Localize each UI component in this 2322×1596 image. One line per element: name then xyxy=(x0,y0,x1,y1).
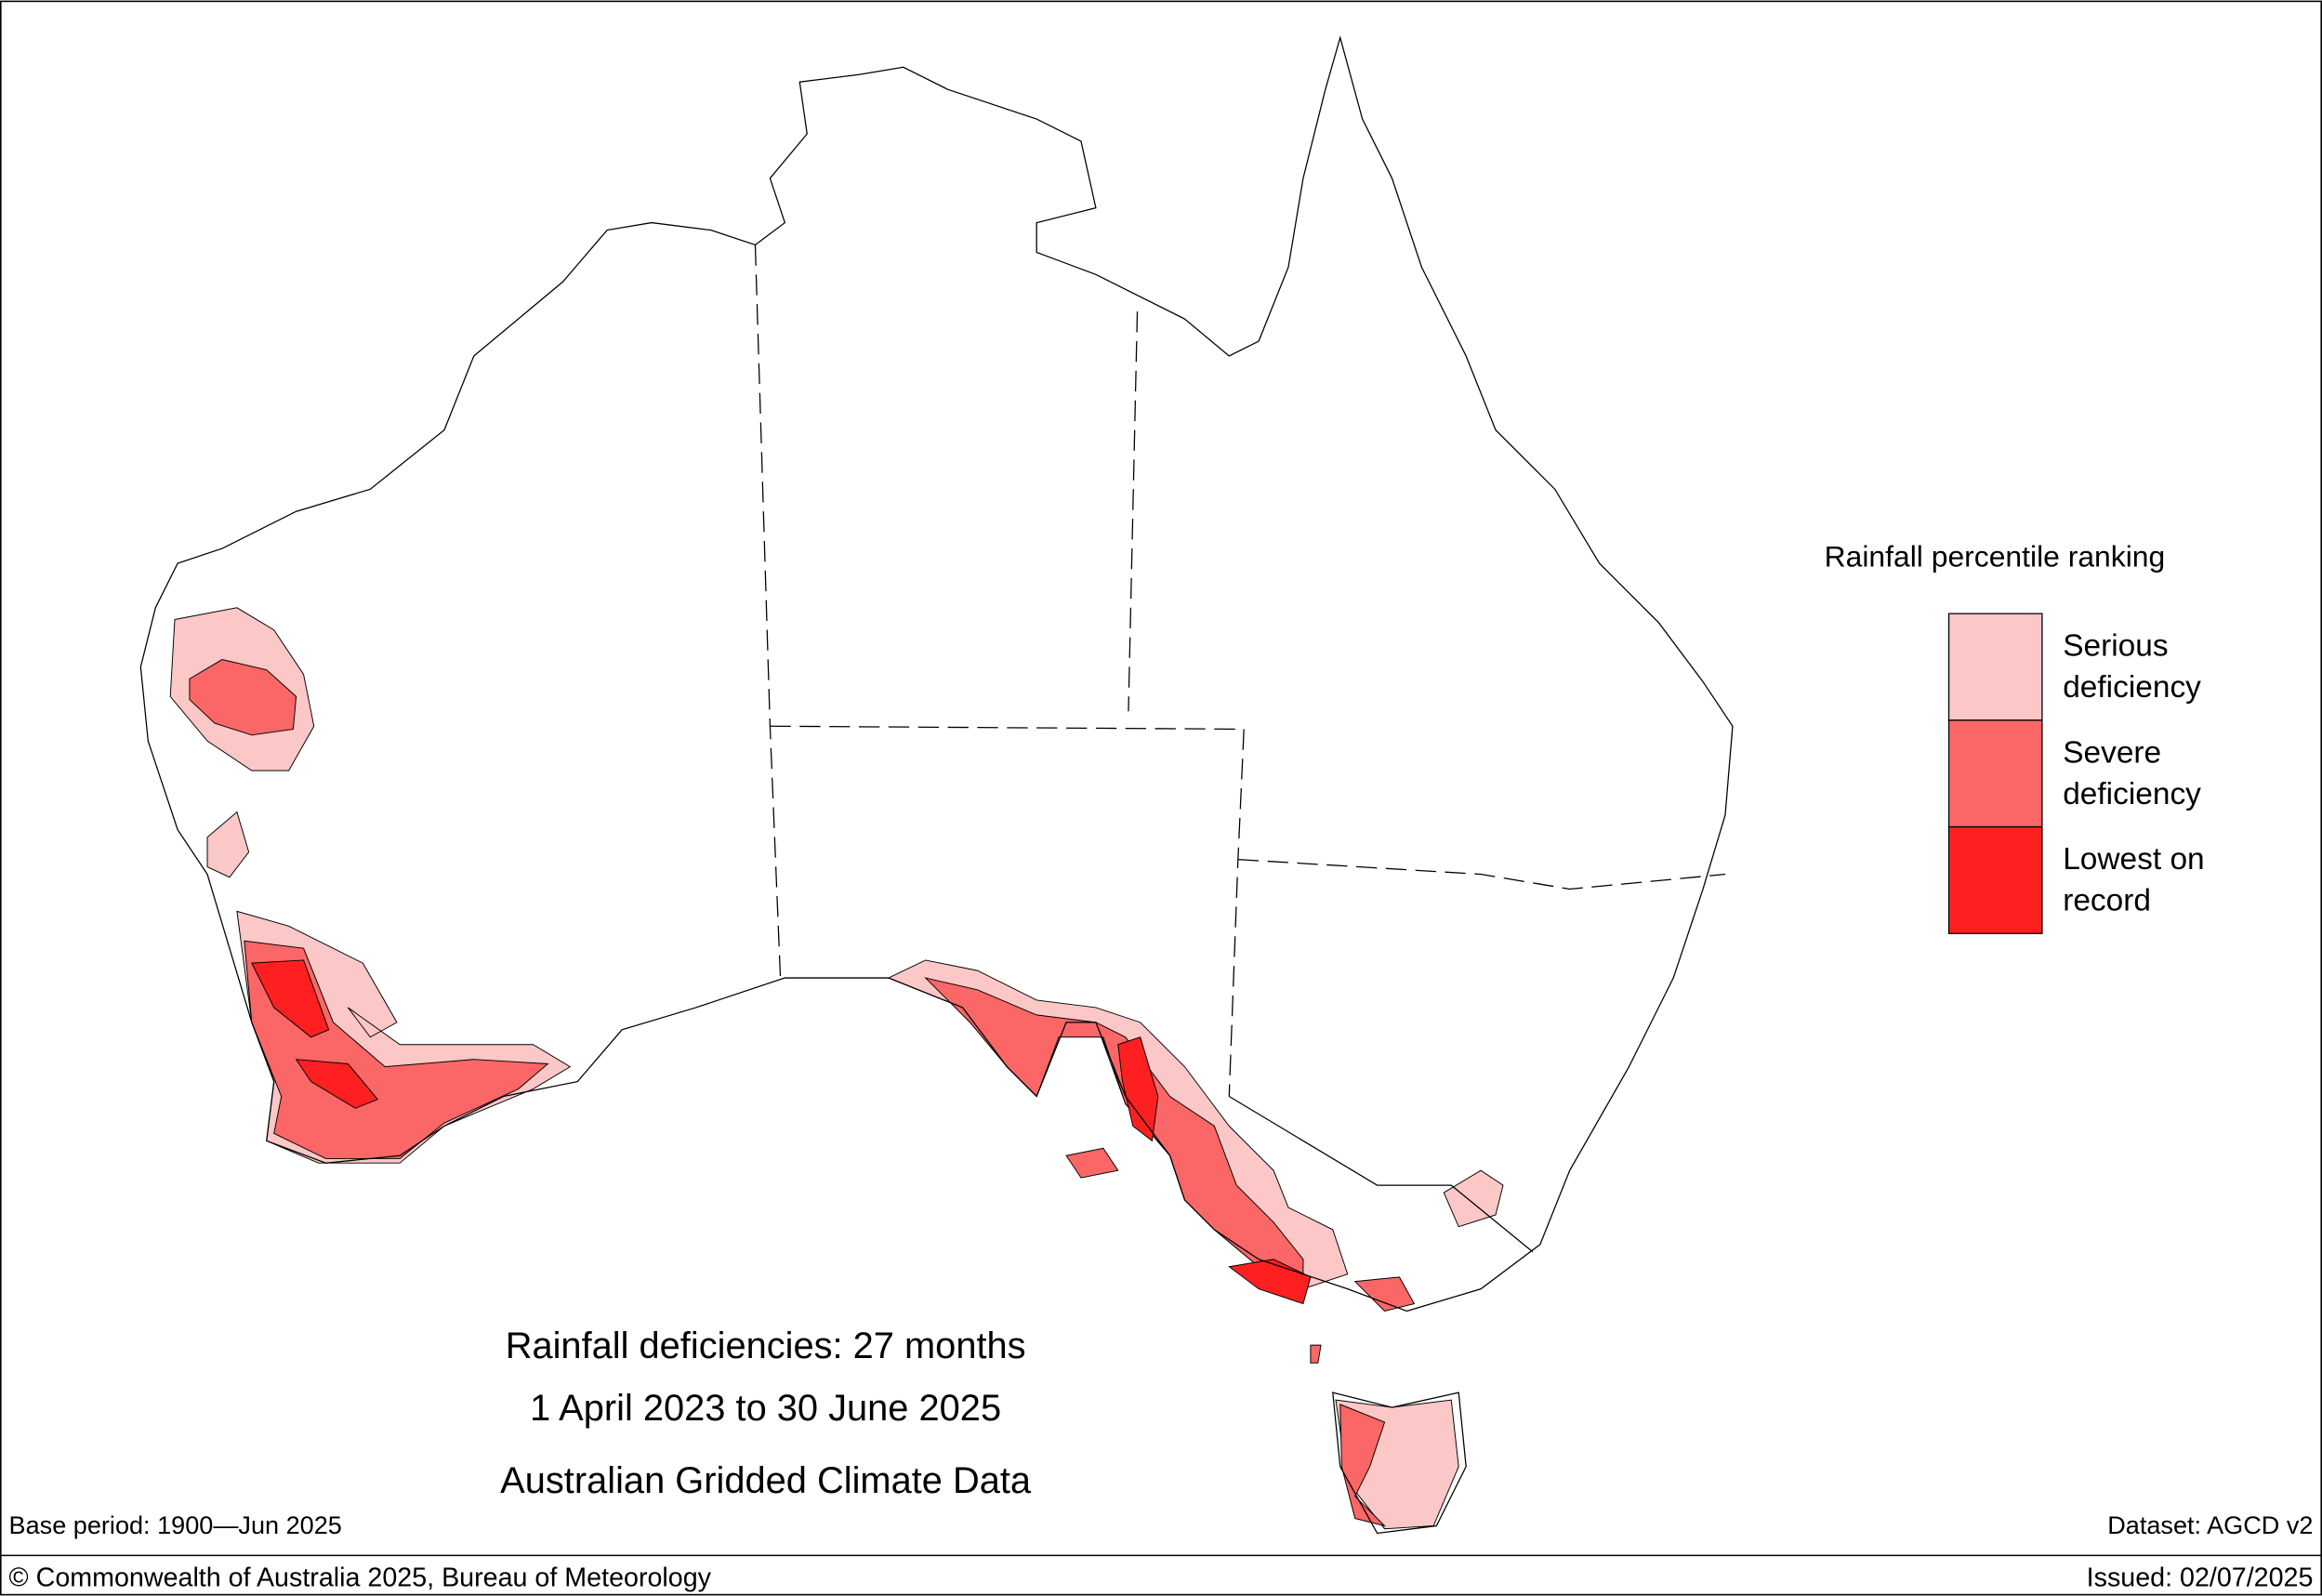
copyright: © Commonwealth of Australia 2025, Bureau… xyxy=(9,1563,712,1592)
zone xyxy=(1443,1169,1504,1228)
legend-title: Rainfall percentile ranking xyxy=(1825,540,2166,574)
base-period: Base period: 1900—Jun 2025 xyxy=(9,1510,342,1539)
texts: Rainfall deficiencies: 27 months 1 April… xyxy=(9,540,2314,1593)
legend-label: deficiency xyxy=(2063,777,2201,811)
border xyxy=(1228,1095,1534,1253)
legend-label: deficiency xyxy=(2063,670,2201,705)
zone xyxy=(1117,1036,1159,1142)
zone xyxy=(206,811,250,878)
zone xyxy=(1353,1276,1416,1312)
zone xyxy=(1065,1147,1119,1179)
deficiency-zones xyxy=(169,607,1504,1530)
coastline xyxy=(139,35,1734,1535)
zone xyxy=(189,659,297,736)
zone xyxy=(251,959,330,1038)
dataset: Dataset: AGCD v2 xyxy=(2107,1510,2313,1539)
legend-label: Severe xyxy=(2063,735,2161,770)
zone xyxy=(244,940,549,1159)
title-line: Rainfall deficiencies: 27 months xyxy=(506,1326,1026,1366)
state-borders xyxy=(754,244,1726,1253)
legend-swatch xyxy=(1947,825,2043,934)
legend-label: Lowest on xyxy=(2063,842,2204,877)
issued: Issued: 02/07/2025 xyxy=(2087,1563,2314,1592)
border xyxy=(770,725,1245,731)
zone xyxy=(1310,1344,1322,1364)
legend-label: record xyxy=(2063,884,2151,918)
legend-label: Serious xyxy=(2063,629,2168,664)
legend-swatch xyxy=(1947,719,2043,828)
tasmania xyxy=(1332,1392,1467,1535)
border xyxy=(1128,311,1139,712)
zone xyxy=(1339,1404,1387,1527)
title-line: 1 April 2023 to 30 June 2025 xyxy=(530,1388,1001,1429)
zone xyxy=(295,1059,379,1109)
legend: Serious deficiency Severe deficiency Lowest … xyxy=(1947,613,2205,934)
legend-swatch xyxy=(1947,613,2043,721)
border xyxy=(1237,858,1726,890)
title-line: Australian Gridded Climate Data xyxy=(500,1460,1032,1501)
mainland xyxy=(139,35,1734,1312)
